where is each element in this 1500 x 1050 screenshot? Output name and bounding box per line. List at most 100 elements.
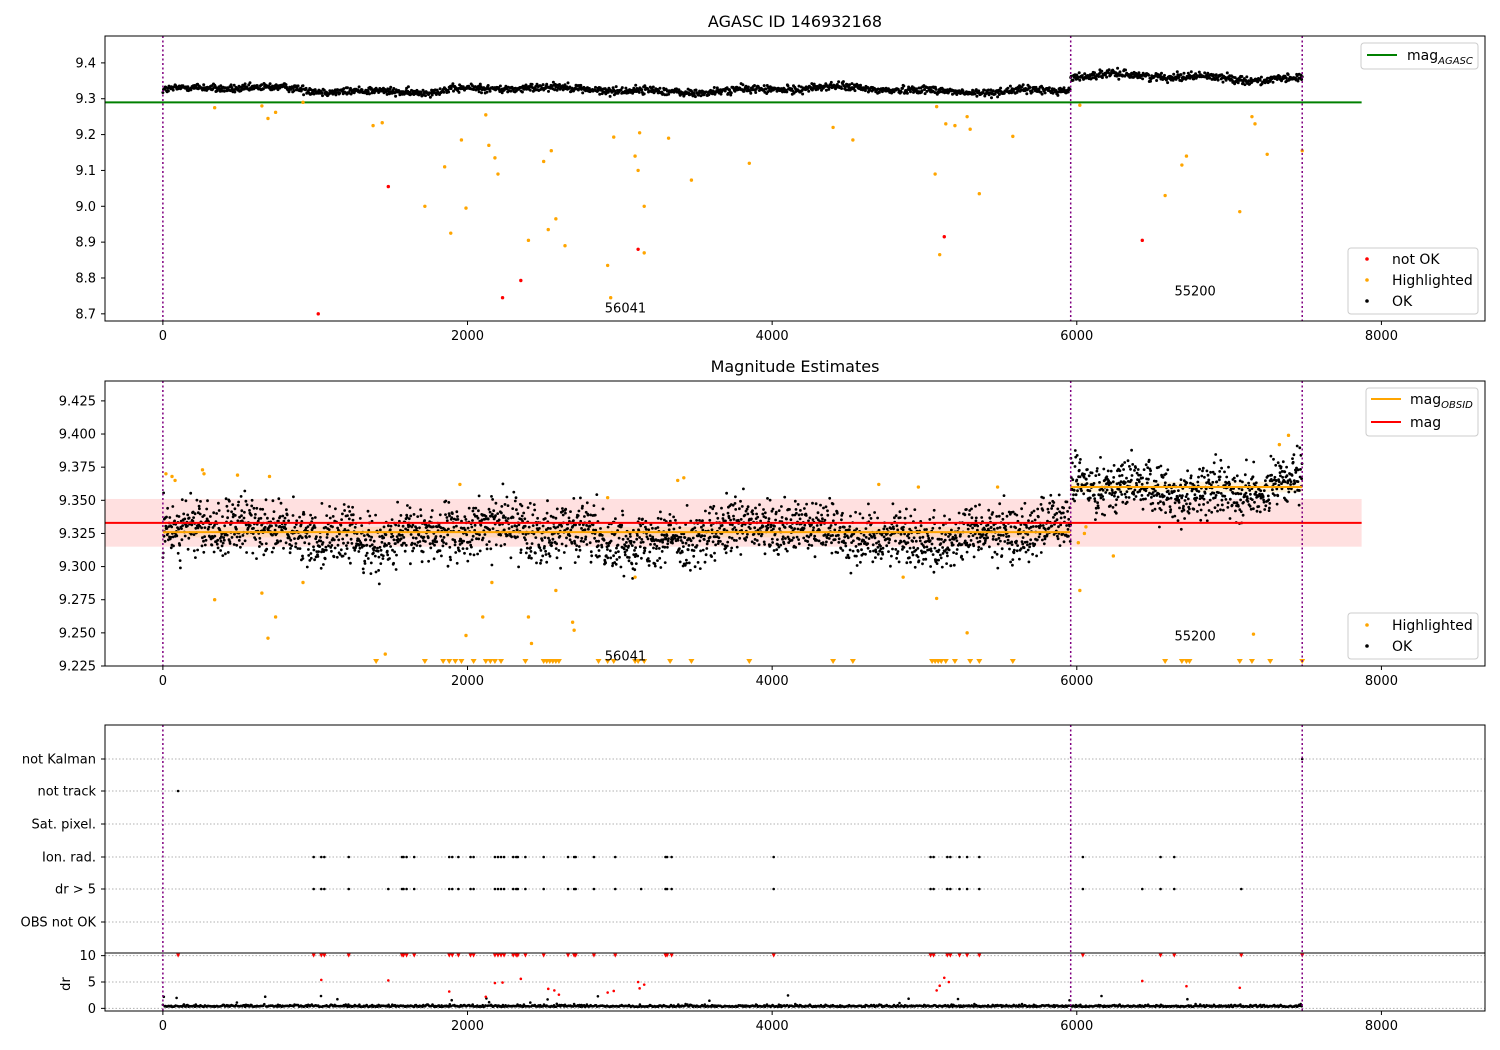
ok-point [1186,497,1190,501]
ok-point [611,564,614,568]
ok-point [565,536,568,540]
ok-point [241,534,245,537]
ok-point [192,516,196,519]
ok-point [703,534,706,538]
ok-point [452,89,455,93]
ok-point [864,535,868,539]
ok-point [786,84,790,88]
ok-point [1093,497,1097,501]
ok-point [709,524,713,527]
ok-point [1049,493,1053,497]
ok-point [424,94,427,98]
ok-point [887,550,890,553]
ok-point [217,509,221,512]
ok-point [954,534,957,537]
ok-point [346,541,350,545]
ok-point [624,534,628,538]
ok-point [528,88,532,92]
ok-point [258,536,262,540]
ok-point [802,527,806,530]
ok-point [948,533,952,536]
ok-point [877,90,881,94]
ok-point [997,533,1000,537]
ok-point [820,513,823,517]
ok-point [351,518,355,522]
ok-point [324,548,328,552]
ok-point [757,543,761,547]
ok-point [685,561,689,565]
ok-point [463,551,466,555]
ok-point [1036,507,1040,511]
ok-point [1208,76,1212,80]
ok-point [767,517,771,521]
ok-point [1119,480,1123,484]
ok-point [512,490,516,494]
highlighted-point [1078,103,1082,107]
ok-point [1238,508,1242,512]
ok-point [808,516,812,520]
ok-point [683,536,687,539]
ok-point [797,513,801,517]
ok-point [192,533,196,536]
ok-point [1116,66,1120,70]
ok-point [576,535,580,539]
ok-point [295,519,299,523]
ok-point [221,541,225,545]
ok-point [934,87,938,91]
ok-point [753,542,756,545]
ok-point [711,540,715,544]
ok-point [1001,533,1005,537]
ok-point [470,538,474,542]
ok-point [593,513,597,517]
ok-point [932,516,935,519]
ok-point [685,504,689,507]
ok-point [731,528,735,531]
ok-point [880,533,884,537]
ok-point [732,538,736,542]
ok-point [1151,509,1154,512]
ok-point [238,535,242,539]
ok-point [847,556,851,560]
ok-point [965,508,968,511]
ok-point [875,541,878,545]
ok-point [420,560,424,564]
ok-point [878,549,882,553]
ok-point [929,549,933,553]
highlighted-point [608,295,613,300]
ok-point [1184,495,1188,498]
ok-point [1078,475,1082,479]
ok-point [898,510,902,514]
ok-point [945,551,949,555]
ok-point [825,536,829,540]
ok-point [701,548,705,552]
ok-point [883,525,887,528]
ok-point [705,542,709,546]
y-tick-label: 9.3 [75,92,96,107]
ok-point [560,542,564,546]
y-tick-label: 9.1 [75,164,96,179]
ok-point [1181,494,1184,498]
ok-point [1015,549,1019,553]
ok-point [913,565,917,569]
ok-point [1230,487,1233,491]
ok-point [895,524,899,528]
ok-point [869,517,873,520]
highlighted-point [642,251,646,255]
ok-point [472,506,475,510]
ok-point [1107,479,1110,483]
ok-point [1219,508,1222,512]
x-tick-label: 6000 [1060,329,1093,344]
ok-point [781,523,785,527]
ok-point [803,507,806,510]
ok-point [831,502,835,506]
ok-point [939,542,943,545]
ok-point [872,534,876,538]
ok-point [752,532,756,536]
ok-point [389,524,393,528]
ok-point [421,88,425,92]
ok-point [581,504,584,508]
ok-point [231,503,235,506]
ok-point [806,546,810,550]
ok-point [277,519,280,523]
ok-point [225,504,229,508]
